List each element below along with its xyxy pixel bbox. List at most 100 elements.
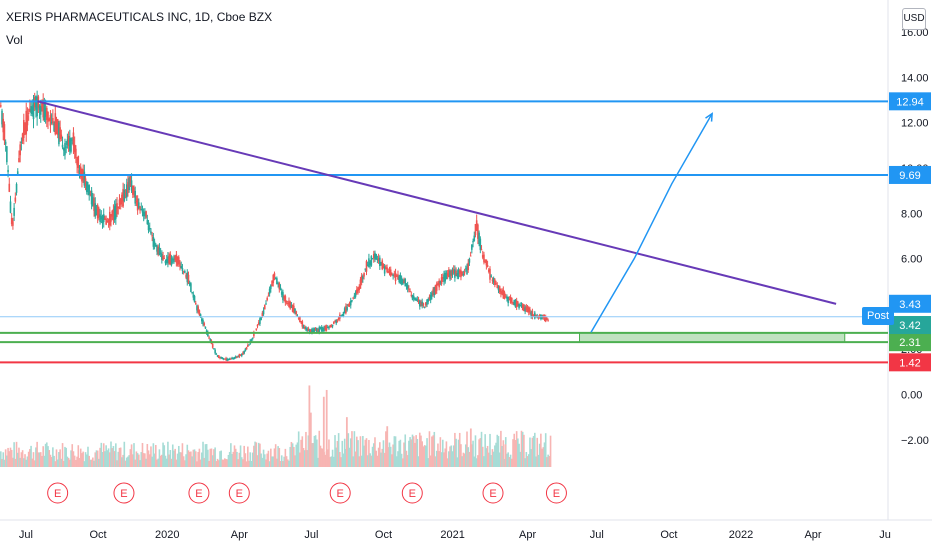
candle-body (102, 214, 105, 222)
candle-body (335, 320, 338, 324)
volume-bar (377, 447, 380, 467)
candle-body (231, 357, 233, 360)
candle-body (113, 206, 116, 220)
candle-body (107, 219, 110, 223)
candle-body (326, 327, 329, 329)
currency-button[interactable]: USD (902, 8, 926, 30)
candle-body (234, 356, 237, 359)
y-tick-label: 6.00 (901, 254, 922, 266)
candle-body (191, 292, 193, 294)
x-tick-label: Oct (375, 529, 392, 541)
volume-bar (322, 448, 324, 467)
volume-bar (291, 443, 294, 467)
volume-bar (429, 455, 432, 467)
volume-bar (463, 453, 466, 467)
candle-body (244, 348, 247, 352)
candle-body (190, 283, 192, 292)
volume-bar (164, 455, 167, 467)
candle-body (374, 252, 376, 260)
volume-bar (340, 457, 342, 467)
volume-bar (398, 440, 400, 467)
volume-bar (517, 438, 519, 467)
candle-body (125, 184, 128, 198)
candle-body (337, 317, 340, 320)
volume-bar (438, 451, 440, 467)
candle-body (50, 122, 53, 124)
candle-body (280, 291, 283, 295)
volume-bar (385, 431, 387, 467)
volume-bar (484, 434, 486, 467)
candle-body (128, 177, 130, 191)
volume-bar (297, 431, 300, 467)
earnings-marker-label: E (236, 488, 243, 500)
volume-bar (420, 435, 422, 467)
volume-bar (497, 436, 500, 467)
volume-bar (131, 454, 134, 467)
volume-bar (342, 453, 345, 467)
candle-body (119, 198, 122, 205)
candle-body (441, 277, 444, 279)
volume-bar (224, 458, 226, 467)
candle-body (21, 133, 24, 142)
candle-body (10, 218, 13, 225)
candle-body (546, 317, 548, 320)
candle-body (387, 271, 390, 273)
volume-bar (49, 454, 52, 467)
candle-body (250, 340, 253, 342)
candle-body (306, 328, 308, 331)
volume-indicator-label[interactable]: Vol (6, 33, 23, 47)
volume-bar (481, 446, 484, 467)
candle-body (282, 292, 284, 301)
candle-body (9, 201, 12, 213)
earnings-marker (228, 482, 250, 504)
volume-bar (410, 439, 413, 467)
candle-body (110, 215, 112, 222)
candle-body (318, 326, 321, 333)
volume-bar (118, 447, 121, 467)
volume-bar (363, 445, 365, 467)
candle-body (333, 321, 335, 324)
candle-body (95, 209, 98, 216)
candle-body (497, 287, 500, 291)
volume-spike (309, 412, 312, 467)
volume-bar (365, 438, 368, 467)
candle-body (105, 219, 107, 225)
volume-bar (209, 448, 212, 467)
volume-spike (325, 389, 328, 467)
candle-body (171, 259, 174, 261)
candle-body (485, 259, 488, 266)
candle-body (307, 328, 310, 332)
volume-bar (468, 451, 471, 467)
x-tick-label: 2021 (440, 529, 464, 541)
candle-body (142, 211, 145, 217)
volume-bar (492, 451, 495, 467)
volume-bar (543, 442, 546, 467)
volume-bar (84, 452, 87, 467)
volume-bar (330, 456, 333, 467)
volume-bar (280, 455, 283, 467)
candle-body (31, 106, 34, 115)
volume-bar (194, 451, 197, 467)
candle-body (255, 328, 258, 330)
candle-body (515, 300, 518, 308)
candle-body (379, 257, 381, 267)
volume-bar (61, 443, 64, 467)
volume-bar (41, 455, 43, 467)
candle-body (73, 144, 76, 153)
candle-body (509, 296, 512, 303)
candle-body (547, 320, 549, 322)
volume-bar (230, 443, 232, 467)
volume-bar (474, 435, 477, 467)
candle-body (400, 277, 403, 284)
volume-spike (322, 396, 325, 467)
volume-bar (313, 435, 316, 467)
candle-body (353, 295, 356, 297)
volume-bar (251, 452, 254, 467)
volume-bar (113, 451, 116, 467)
volume-bar (435, 450, 438, 467)
volume-bar (454, 432, 456, 467)
volume-bar (36, 441, 38, 467)
candle-body (161, 254, 163, 260)
volume-bar (263, 454, 266, 467)
